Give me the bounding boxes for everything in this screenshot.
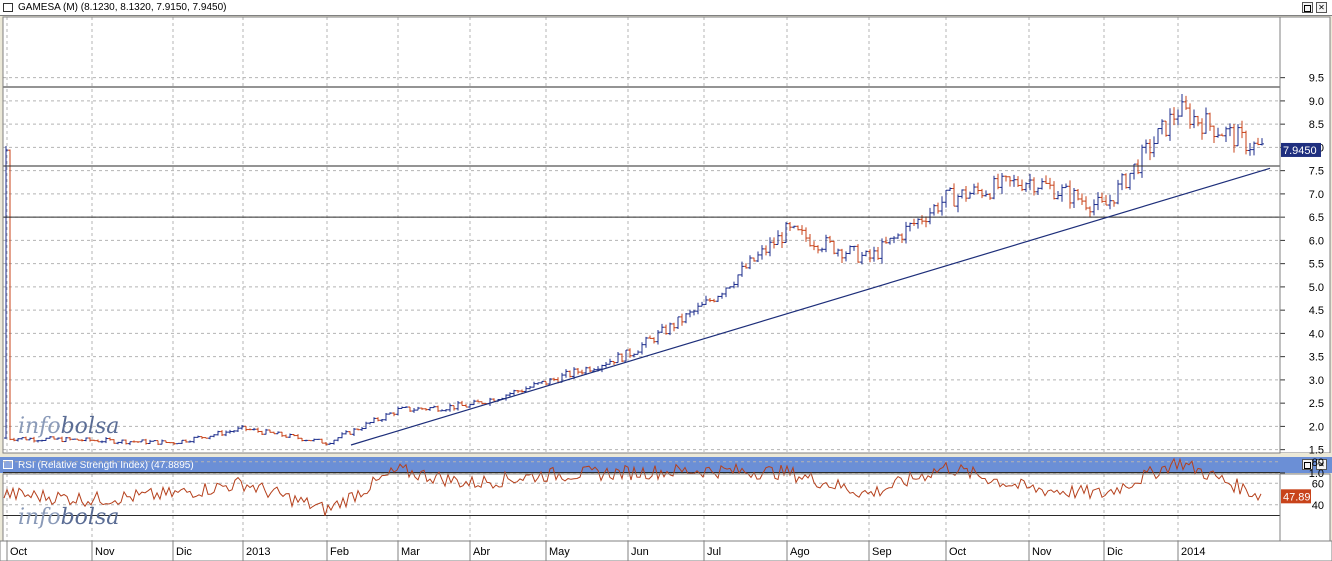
x-tick-label: Ago — [790, 546, 810, 558]
maximize-icon[interactable] — [1302, 2, 1313, 13]
x-tick-label: Feb — [330, 546, 349, 558]
y-tick-label: 3.0 — [1309, 375, 1324, 387]
panel-separator — [3, 453, 1331, 457]
y-tick-label: 4.0 — [1309, 328, 1324, 340]
x-tick-label: Nov — [1032, 546, 1052, 558]
rsi-value-label: 47.89 — [1283, 491, 1311, 503]
y-tick-label: 1.0 — [1309, 468, 1324, 480]
y-tick-label: 2.5 — [1309, 398, 1324, 410]
main-chart-title: GAMESA (M) (8.1230, 8.1320, 7.9150, 7.94… — [18, 2, 227, 13]
rsi-plot-area — [3, 474, 1280, 541]
y-tick-label: 6.0 — [1309, 235, 1324, 247]
watermark-price: infobolsa — [18, 414, 119, 439]
rsi-value-box — [1281, 489, 1311, 504]
x-tick-label: Oct — [949, 546, 966, 558]
y-tick-label: 8.5 — [1309, 119, 1324, 131]
window-icon — [3, 3, 13, 12]
price-bars — [4, 94, 1264, 446]
x-tick-label: Jun — [631, 546, 649, 558]
price-frame — [2, 16, 1281, 454]
main-chart-header: GAMESA (M) (8.1230, 8.1320, 7.9150, 7.94… — [0, 0, 1332, 16]
x-tick-label: Oct — [10, 546, 27, 558]
last-price-box — [1281, 142, 1321, 157]
x-tick-label: Dic — [1107, 546, 1123, 558]
price-plot-area — [3, 17, 1280, 453]
window-icon — [3, 460, 13, 469]
x-tick-label: Jul — [707, 546, 721, 558]
x-tick-label: Sep — [872, 546, 892, 558]
y-tick-label: 1.5 — [1309, 445, 1324, 457]
y-tick-label: 9.5 — [1309, 73, 1324, 85]
maximize-icon[interactable] — [1302, 459, 1313, 470]
y-tick-label: 6.5 — [1309, 212, 1324, 224]
x-tick-label: Dic — [176, 546, 192, 558]
y-tick-label: 2.0 — [1309, 421, 1324, 433]
y-tick-label: 7.0 — [1309, 189, 1324, 201]
close-icon[interactable]: ✕ — [1316, 459, 1327, 470]
last-price-label: 7.9450 — [1283, 145, 1317, 157]
x-tick-label: Nov — [95, 546, 115, 558]
y-tick-label: 3.5 — [1309, 352, 1324, 364]
x-tick-label: Abr — [473, 546, 490, 558]
y-tick-label: 7.5 — [1309, 166, 1324, 178]
rsi-tick-label: 60 — [1312, 478, 1324, 490]
close-icon[interactable]: ✕ — [1316, 2, 1327, 13]
x-tick-label: Mar — [401, 546, 420, 558]
trendline — [350, 167, 1271, 446]
y-tick-label: 9.0 — [1309, 96, 1324, 108]
y-tick-label: 5.5 — [1309, 259, 1324, 271]
watermark-rsi: infobolsa — [18, 505, 119, 530]
x-axis-area — [0, 540, 1332, 561]
rsi-frame — [2, 473, 1281, 542]
rsi-tick-label: 40 — [1312, 500, 1324, 512]
rsi-chart-header: RSI (Relative Strength Index) (47.8895) … — [0, 457, 1332, 473]
x-tick-label: May — [549, 546, 570, 558]
x-tick-label: 2014 — [1181, 546, 1205, 558]
y-tick-label: 5.0 — [1309, 282, 1324, 294]
y-tick-label: 4.5 — [1309, 305, 1324, 317]
x-tick-label: 2013 — [246, 546, 270, 558]
rsi-tick-label: 80 — [1312, 457, 1324, 469]
rsi-chart-title: RSI (Relative Strength Index) (47.8895) — [18, 459, 194, 471]
